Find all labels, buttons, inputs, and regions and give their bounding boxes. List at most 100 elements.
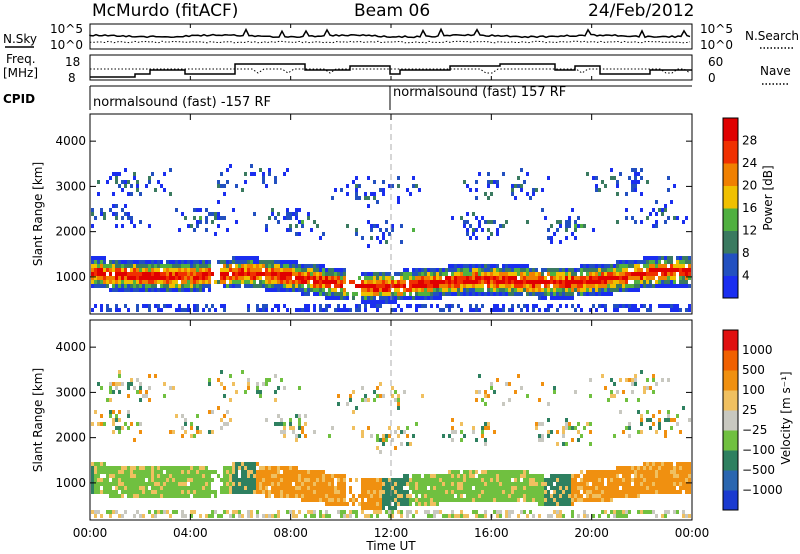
power-cell (352, 296, 355, 300)
power-cell (400, 280, 403, 284)
power-cell (634, 184, 637, 188)
velocity-cell (367, 426, 370, 430)
velocity-cell (475, 498, 478, 502)
power-cell (178, 268, 181, 272)
velocity-cell (100, 462, 103, 466)
velocity-cell (328, 498, 331, 502)
power-cell (391, 224, 394, 228)
velocity-cell (331, 478, 334, 482)
power-cell (199, 216, 202, 220)
velocity-cell (589, 442, 592, 446)
power-cell (274, 280, 277, 284)
velocity-cell (100, 414, 103, 418)
velocity-cell (142, 394, 145, 398)
power-cell (217, 184, 220, 188)
power-cell (367, 204, 370, 208)
power-cell (94, 268, 97, 272)
velocity-cell (139, 478, 142, 482)
power-cell (505, 272, 508, 276)
power-cell (652, 256, 655, 260)
velocity-cell (232, 478, 235, 482)
velocity-cell (655, 490, 658, 494)
power-cell (427, 268, 430, 272)
velocity-cell (505, 490, 508, 494)
power-cell (94, 256, 97, 260)
velocity-cell (91, 482, 94, 486)
velocity-cell (553, 486, 556, 490)
velocity-cell (298, 418, 301, 422)
power-cell (472, 268, 475, 272)
power-cell (427, 296, 430, 300)
velocity-cell (175, 474, 178, 478)
velocity-cell (685, 486, 688, 490)
velocity-cell (376, 510, 379, 514)
power-cell (241, 276, 244, 280)
velocity-cell (121, 494, 124, 498)
velocity-cell (631, 378, 634, 382)
power-cell (226, 272, 229, 276)
radar-title: McMurdo (fitACF) (92, 1, 238, 21)
velocity-cell (307, 490, 310, 494)
power-cell (622, 264, 625, 268)
velocity-cell (139, 466, 142, 470)
velocity-cell (283, 422, 286, 426)
velocity-cell (523, 510, 526, 514)
velocity-cell (682, 470, 685, 474)
velocity-cell (379, 450, 382, 454)
velocity-cell (343, 514, 346, 518)
velocity-cell (532, 474, 535, 478)
power-cell (667, 276, 670, 280)
velocity-cell (160, 486, 163, 490)
power-cell (232, 276, 235, 280)
power-cell (478, 292, 481, 296)
power-cell (490, 280, 493, 284)
power-cell (127, 192, 130, 196)
power-cell (547, 176, 550, 180)
velocity-cell (157, 478, 160, 482)
velocity-cell (397, 426, 400, 430)
velocity-cell (676, 474, 679, 478)
power-cell (577, 284, 580, 288)
power-cell (406, 288, 409, 292)
power-cell (661, 212, 664, 216)
power-cell (292, 288, 295, 292)
power-cell (673, 280, 676, 284)
power-cell (679, 260, 682, 264)
velocity-cell (679, 462, 682, 466)
power-cell (220, 272, 223, 276)
velocity-cell (184, 514, 187, 518)
velocity-cell (535, 486, 538, 490)
power-cell (115, 288, 118, 292)
velocity-cell (460, 498, 463, 502)
power-cell (178, 276, 181, 280)
velocity-cell (652, 490, 655, 494)
velocity-cell (391, 478, 394, 482)
velocity-cell (640, 418, 643, 422)
power-cell (616, 276, 619, 280)
power-cell (139, 220, 142, 224)
power-cell (628, 272, 631, 276)
velocity-cell (613, 490, 616, 494)
power-cell (613, 276, 616, 280)
velocity-cell (439, 494, 442, 498)
power-cell (178, 308, 181, 312)
velocity-cell (316, 474, 319, 478)
power-cell (499, 280, 502, 284)
power-cell (538, 288, 541, 292)
velocity-cell (337, 482, 340, 486)
velocity-cell (112, 510, 115, 514)
power-cell (313, 268, 316, 272)
power-cell (469, 308, 472, 312)
power-cell (463, 280, 466, 284)
power-cell (598, 304, 601, 308)
power-cell (514, 288, 517, 292)
velocity-cell (376, 506, 379, 510)
power-cell (220, 184, 223, 188)
power-cell (271, 264, 274, 268)
velocity-cell (397, 490, 400, 494)
velocity-cell (409, 486, 412, 490)
velocity-cell (118, 374, 121, 378)
power-cell (310, 264, 313, 268)
power-cell (193, 216, 196, 220)
velocity-cell (601, 490, 604, 494)
